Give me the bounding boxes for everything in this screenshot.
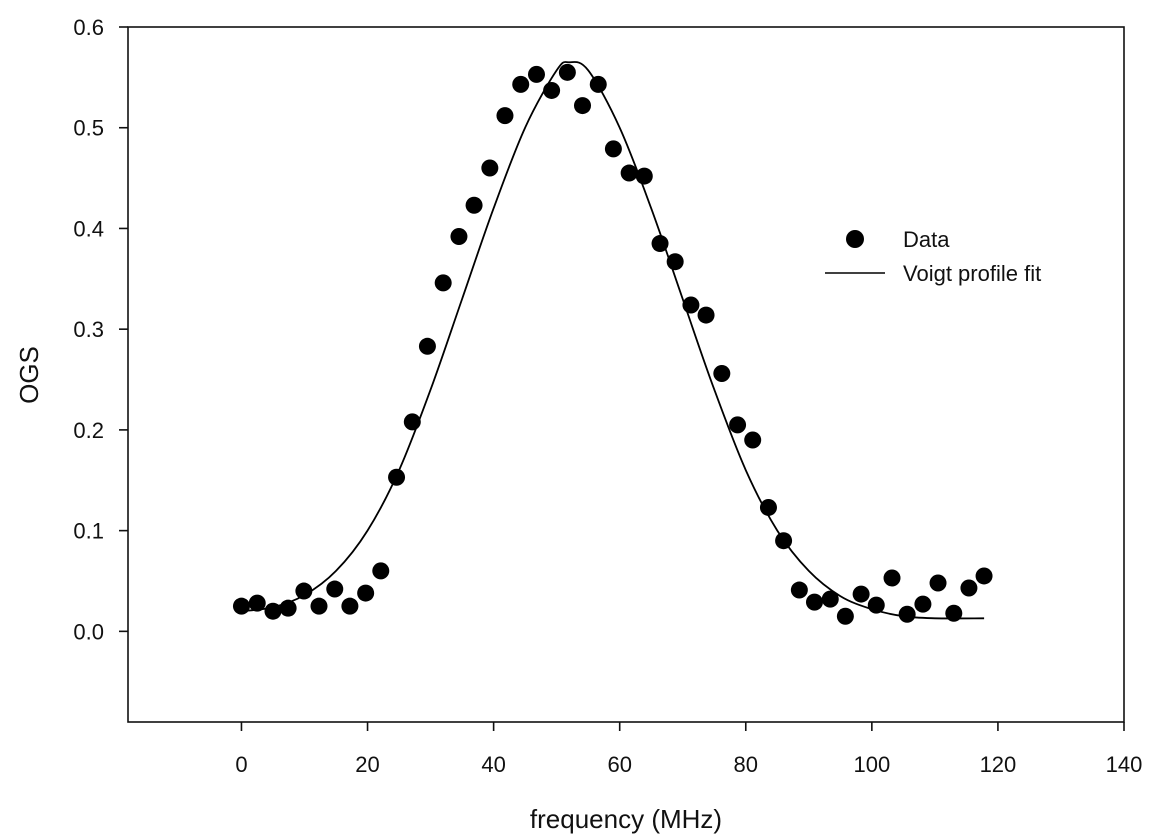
- data-point: [805, 593, 823, 611]
- data-point: [326, 580, 344, 598]
- data-point: [666, 253, 684, 271]
- x-tick-label: 20: [355, 752, 379, 777]
- y-tick-label: 0.1: [73, 519, 104, 544]
- y-tick-label: 0.2: [73, 418, 104, 443]
- data-point: [775, 532, 793, 550]
- data-point: [465, 196, 483, 214]
- data-point: [512, 75, 530, 93]
- data-point: [388, 468, 406, 486]
- x-tick-label: 40: [481, 752, 505, 777]
- x-tick-label: 120: [980, 752, 1017, 777]
- x-tick-label: 80: [734, 752, 758, 777]
- data-point: [372, 562, 390, 580]
- legend-label-data: Data: [903, 227, 950, 252]
- data-point: [418, 337, 436, 355]
- data-point: [232, 597, 250, 615]
- data-point: [960, 579, 978, 597]
- data-point: [357, 584, 375, 602]
- x-tick-label: 100: [853, 752, 890, 777]
- data-point: [574, 97, 592, 115]
- data-point: [914, 595, 932, 613]
- data-point: [310, 597, 328, 615]
- data-point: [248, 594, 266, 612]
- data-point: [929, 574, 947, 592]
- data-point: [558, 63, 576, 81]
- y-tick-label: 0.0: [73, 619, 104, 644]
- data-point: [604, 140, 622, 158]
- y-tick-label: 0.6: [73, 15, 104, 40]
- data-point: [341, 597, 359, 615]
- data-point: [682, 296, 700, 314]
- x-axis-title: frequency (MHz): [530, 804, 722, 834]
- data-point: [403, 413, 421, 431]
- data-point: [759, 498, 777, 516]
- x-tick-label: 140: [1106, 752, 1143, 777]
- data-point: [481, 159, 499, 177]
- data-point: [264, 602, 282, 620]
- data-point: [527, 65, 545, 83]
- data-point: [883, 569, 901, 587]
- data-point: [434, 274, 452, 292]
- data-point: [651, 235, 669, 253]
- y-tick-label: 0.3: [73, 317, 104, 342]
- plot-frame: [127, 26, 1125, 723]
- legend-marker-data: [846, 230, 864, 248]
- data-point: [635, 167, 653, 185]
- data-point: [744, 431, 762, 449]
- data-point: [496, 107, 514, 125]
- data-point: [589, 75, 607, 93]
- data-point: [543, 81, 561, 99]
- data-points: [232, 63, 993, 625]
- x-axis-ticks: 0 20 40 60 80 100 120 140: [235, 722, 1142, 777]
- data-point: [975, 567, 993, 585]
- data-point: [697, 306, 715, 324]
- x-tick-label: 0: [235, 752, 247, 777]
- y-tick-label: 0.4: [73, 216, 104, 241]
- data-point: [450, 228, 468, 246]
- x-tick-label: 60: [607, 752, 631, 777]
- data-point: [279, 599, 297, 617]
- data-point: [945, 604, 963, 622]
- data-point: [620, 164, 638, 182]
- legend-label-fit: Voigt profile fit: [903, 261, 1041, 286]
- data-point: [898, 605, 916, 623]
- y-axis-title: OGS: [14, 346, 44, 404]
- data-point: [836, 607, 854, 625]
- data-point: [790, 581, 808, 599]
- data-point: [713, 364, 731, 382]
- y-tick-label: 0.5: [73, 116, 104, 141]
- data-point: [295, 582, 313, 600]
- voigt-fit-line: [241, 61, 985, 620]
- legend: Data Voigt profile fit: [825, 227, 1041, 286]
- fit-layer: [241, 61, 985, 620]
- data-point: [821, 590, 839, 608]
- y-axis-ticks: 0.0 0.1 0.2 0.3 0.4 0.5 0.6: [73, 15, 128, 644]
- data-point: [729, 416, 747, 434]
- data-point: [852, 585, 870, 603]
- data-point: [867, 596, 885, 614]
